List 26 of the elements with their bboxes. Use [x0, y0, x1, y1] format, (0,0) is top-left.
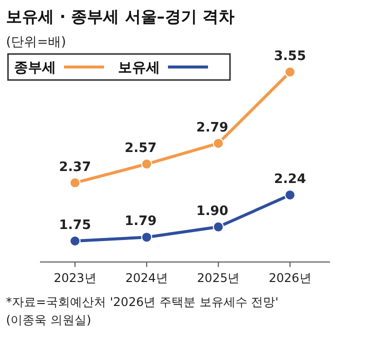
text: (이종욱 의원실)	[6, 313, 92, 327]
point	[70, 177, 80, 188]
point	[141, 158, 152, 170]
point	[212, 138, 224, 149]
data-label: 2.24	[274, 172, 306, 187]
point	[70, 236, 80, 246]
x-tick-label: 2024년	[125, 271, 168, 285]
data-label: 2.37	[58, 160, 92, 175]
legend-label: 종부세	[14, 60, 56, 76]
legend-label: 보유세	[118, 60, 160, 76]
x-tick-label: 2025년	[197, 271, 240, 285]
data-label: 2.57	[124, 141, 157, 156]
chart-title: 보유세 · 종부세 서울–경기 격차	[6, 7, 234, 26]
data-label: 3.55	[274, 49, 306, 64]
data-label: 1.79	[124, 214, 157, 230]
x-tick-label: 2023년	[54, 271, 96, 285]
data-label: 1.75	[58, 218, 92, 233]
data-label: 2.79	[196, 120, 228, 136]
chart-subtitle: (단위=배)	[6, 35, 66, 50]
point	[212, 221, 224, 232]
point	[284, 66, 296, 78]
data-label: 1.90	[196, 204, 228, 219]
text: *자료=국회예산처 '2026년 주택분 보유세수 전망'	[6, 295, 278, 309]
x-tick-label: 2026년	[268, 271, 312, 285]
point	[284, 189, 296, 200]
point	[141, 232, 152, 243]
